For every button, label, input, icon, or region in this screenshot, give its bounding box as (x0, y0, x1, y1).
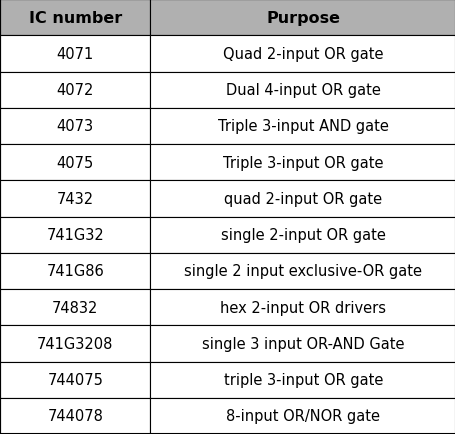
Text: 7432: 7432 (56, 191, 94, 207)
Bar (150, 362, 455, 398)
Text: hex 2-input OR drivers: hex 2-input OR drivers (220, 300, 385, 315)
Text: 4073: 4073 (56, 119, 94, 134)
Bar (0, 253, 150, 289)
Bar (0, 145, 150, 181)
Text: 741G32: 741G32 (46, 227, 104, 243)
Bar (0, 108, 150, 145)
Text: single 3 input OR-AND Gate: single 3 input OR-AND Gate (202, 336, 404, 351)
Bar (0, 217, 150, 253)
Bar (0, 0, 150, 36)
Bar (0, 36, 150, 72)
Bar (0, 289, 150, 326)
Bar (150, 36, 455, 72)
Text: 74832: 74832 (52, 300, 98, 315)
Text: 4071: 4071 (56, 47, 94, 62)
Text: 8-input OR/NOR gate: 8-input OR/NOR gate (226, 408, 379, 424)
Bar (0, 326, 150, 362)
Text: 741G86: 741G86 (46, 264, 104, 279)
Bar (150, 398, 455, 434)
Bar (150, 0, 455, 36)
Text: 4072: 4072 (56, 83, 94, 98)
Text: Purpose: Purpose (266, 10, 339, 26)
Bar (0, 72, 150, 108)
Bar (0, 181, 150, 217)
Text: 744078: 744078 (47, 408, 103, 424)
Text: single 2 input exclusive-OR gate: single 2 input exclusive-OR gate (184, 264, 421, 279)
Bar (150, 72, 455, 108)
Text: 741G3208: 741G3208 (37, 336, 113, 351)
Text: Quad 2-input OR gate: Quad 2-input OR gate (222, 47, 383, 62)
Text: single 2-input OR gate: single 2-input OR gate (220, 227, 385, 243)
Bar (0, 362, 150, 398)
Text: 744075: 744075 (47, 372, 103, 387)
Text: 4075: 4075 (56, 155, 94, 170)
Text: IC number: IC number (29, 10, 121, 26)
Text: Dual 4-input OR gate: Dual 4-input OR gate (225, 83, 380, 98)
Bar (150, 145, 455, 181)
Text: quad 2-input OR gate: quad 2-input OR gate (224, 191, 381, 207)
Bar (0, 398, 150, 434)
Bar (150, 253, 455, 289)
Bar (150, 289, 455, 326)
Bar (150, 181, 455, 217)
Bar (150, 326, 455, 362)
Bar (150, 108, 455, 145)
Bar (150, 217, 455, 253)
Text: triple 3-input OR gate: triple 3-input OR gate (223, 372, 382, 387)
Text: Triple 3-input OR gate: Triple 3-input OR gate (222, 155, 383, 170)
Text: Triple 3-input AND gate: Triple 3-input AND gate (217, 119, 388, 134)
